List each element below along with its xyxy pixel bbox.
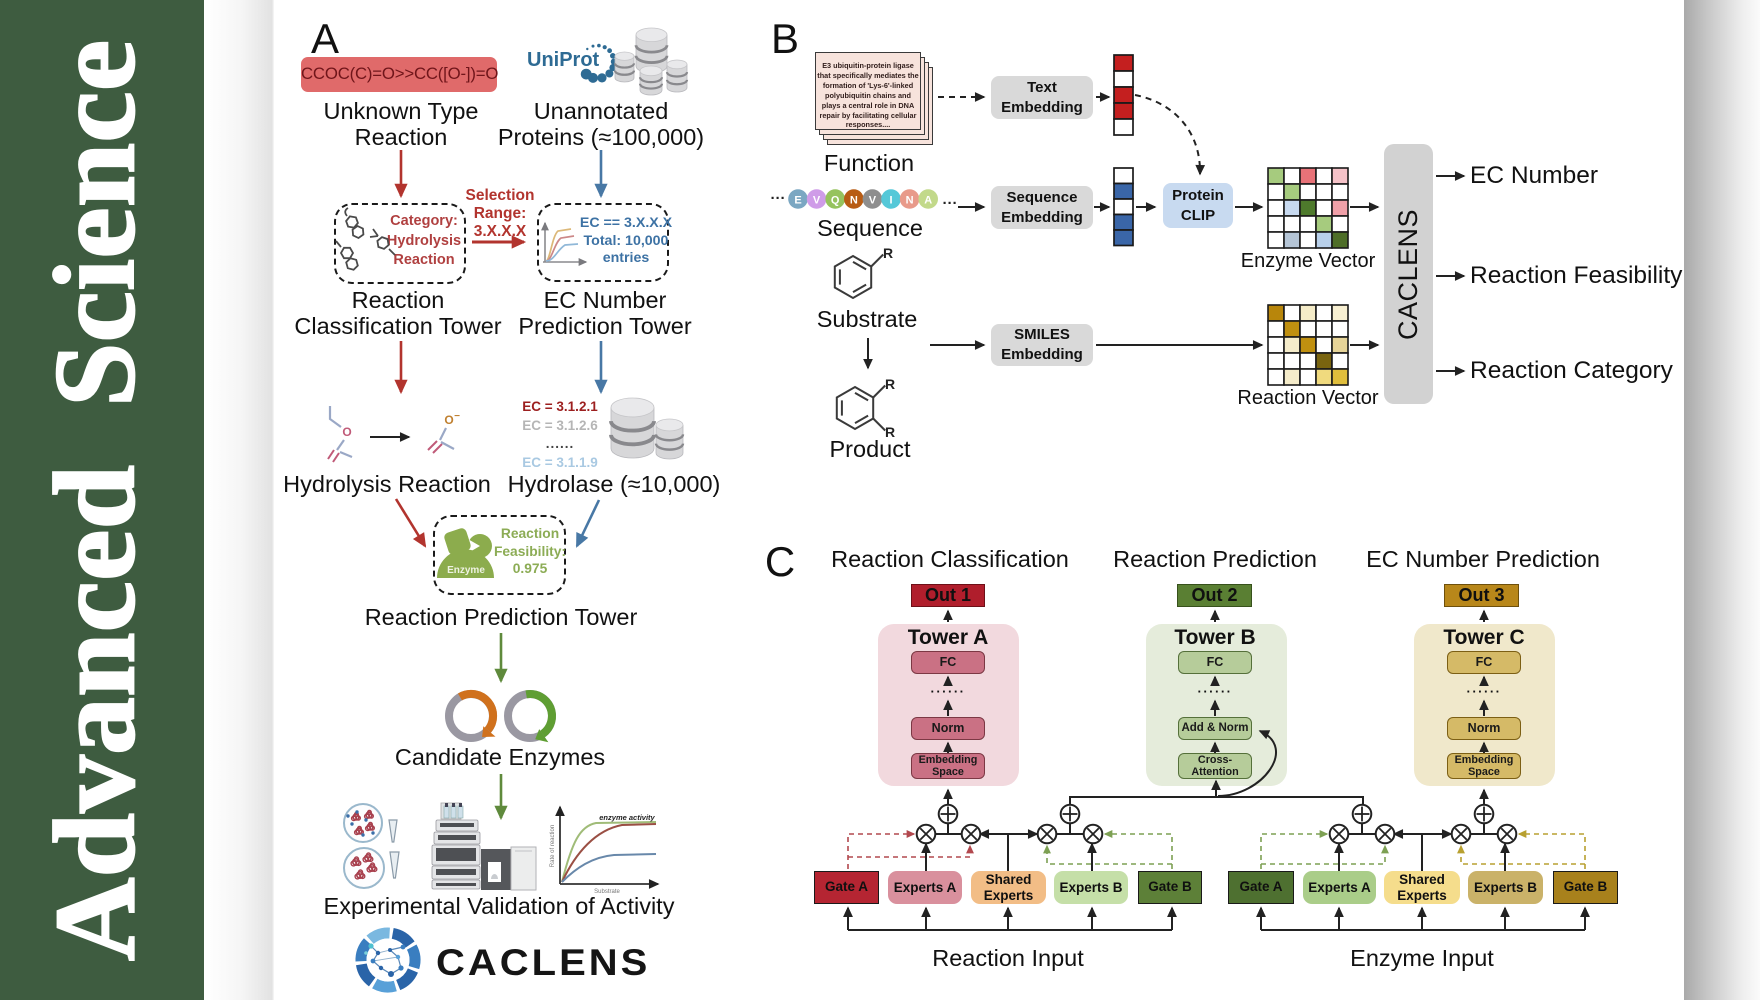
svg-text:I: I [889,195,892,207]
svg-text:O: O [444,413,453,427]
svg-text:V: V [869,195,877,207]
svg-text:R: R [885,376,895,392]
svg-text:A: A [924,195,932,207]
svg-text:R: R [883,245,893,261]
svg-text:Rate of reaction: Rate of reaction [550,825,556,867]
svg-text:···: ··· [771,190,786,207]
svg-text:E: E [794,195,801,207]
svg-text:enzyme activity: enzyme activity [599,813,655,822]
svg-text:V: V [813,195,821,207]
svg-text:O: O [342,425,351,439]
svg-text:N: N [850,195,858,207]
svg-text:Q: Q [831,195,840,207]
svg-text:−: − [454,411,460,422]
svg-text:···: ··· [943,195,958,212]
svg-text:N: N [906,195,914,207]
